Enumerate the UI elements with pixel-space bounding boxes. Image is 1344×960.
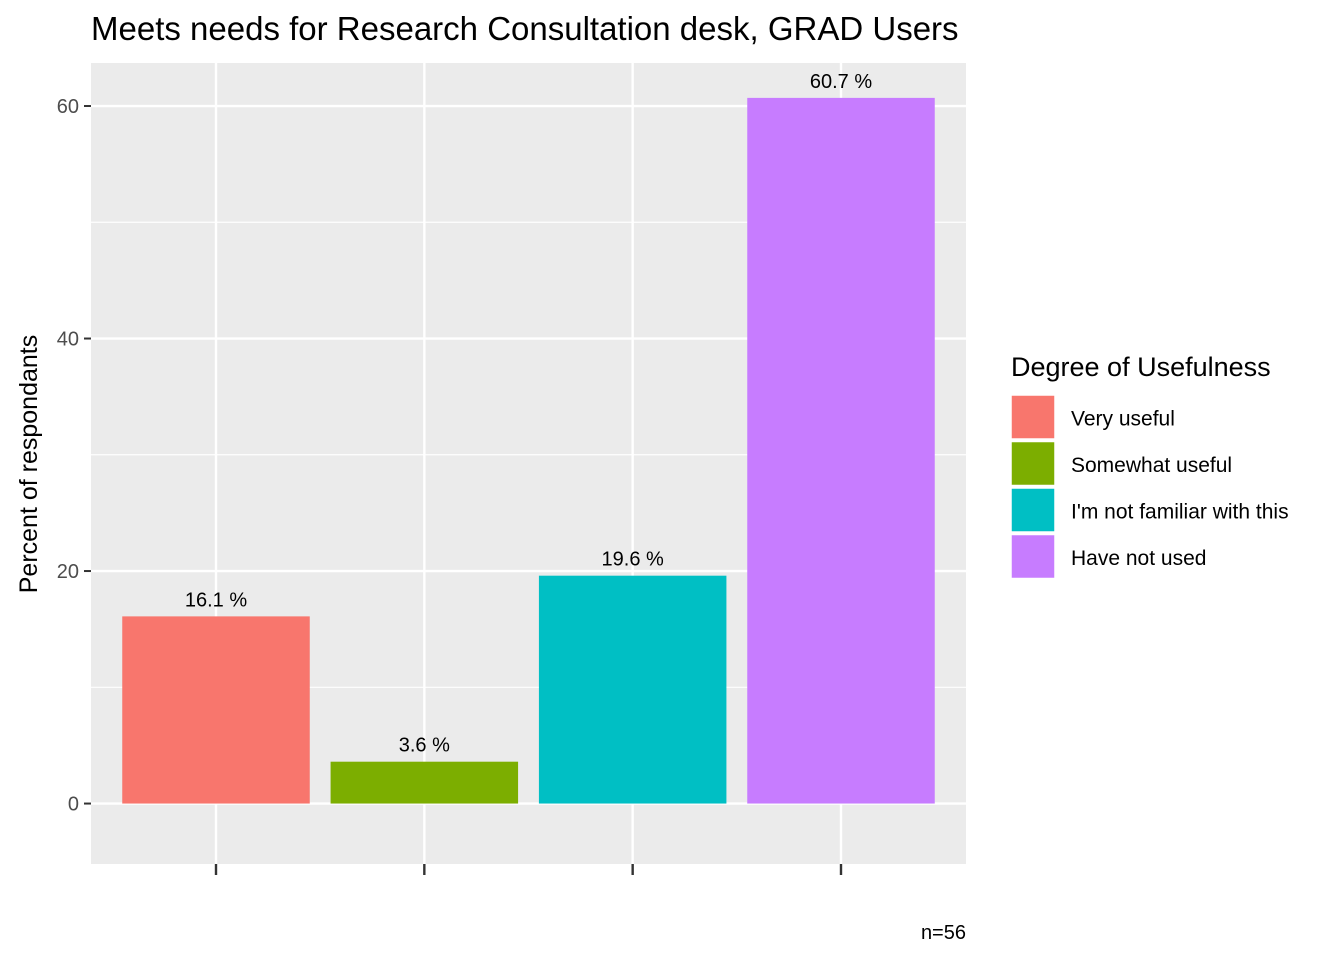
y-tick-label: 20 bbox=[57, 561, 79, 583]
bar bbox=[330, 761, 519, 804]
bar-labels: 16.1 % 3.6 % 19.6 % 60.7 % bbox=[185, 71, 872, 757]
y-axis: 0 20 40 60 bbox=[57, 96, 91, 816]
bar-value-label: 19.6 % bbox=[602, 549, 664, 571]
legend-label: Have not used bbox=[1071, 547, 1206, 570]
bar bbox=[747, 97, 935, 804]
bar bbox=[122, 616, 310, 804]
y-axis-title: Percent of respondants bbox=[15, 335, 43, 594]
legend-key bbox=[1010, 487, 1056, 533]
legend-key bbox=[1010, 440, 1056, 487]
y-tick-label: 60 bbox=[57, 96, 79, 118]
legend-label: Somewhat useful bbox=[1071, 454, 1232, 477]
legend-entries: Very useful Somewhat useful I'm not famili… bbox=[1010, 394, 1289, 580]
bar-value-label: 60.7 % bbox=[810, 71, 872, 93]
legend-label: I'm not familiar with this bbox=[1071, 500, 1289, 523]
bars bbox=[122, 97, 935, 804]
x-axis bbox=[214, 864, 843, 875]
legend-key bbox=[1010, 394, 1056, 440]
y-tick-label: 0 bbox=[68, 794, 79, 816]
y-tick-label: 40 bbox=[57, 329, 79, 351]
bar bbox=[538, 575, 727, 804]
legend-title: Degree of Usefulness bbox=[1011, 352, 1271, 382]
bar-value-label: 16.1 % bbox=[185, 589, 247, 611]
legend: Degree of Usefulness Very useful Somewhat… bbox=[1010, 352, 1289, 580]
caption: n=56 bbox=[921, 922, 966, 944]
chart-title: Meets needs for Research Consultation de… bbox=[91, 10, 959, 47]
legend-key bbox=[1010, 533, 1056, 580]
bar-value-label: 3.6 % bbox=[399, 735, 450, 757]
legend-label: Very useful bbox=[1071, 407, 1175, 430]
